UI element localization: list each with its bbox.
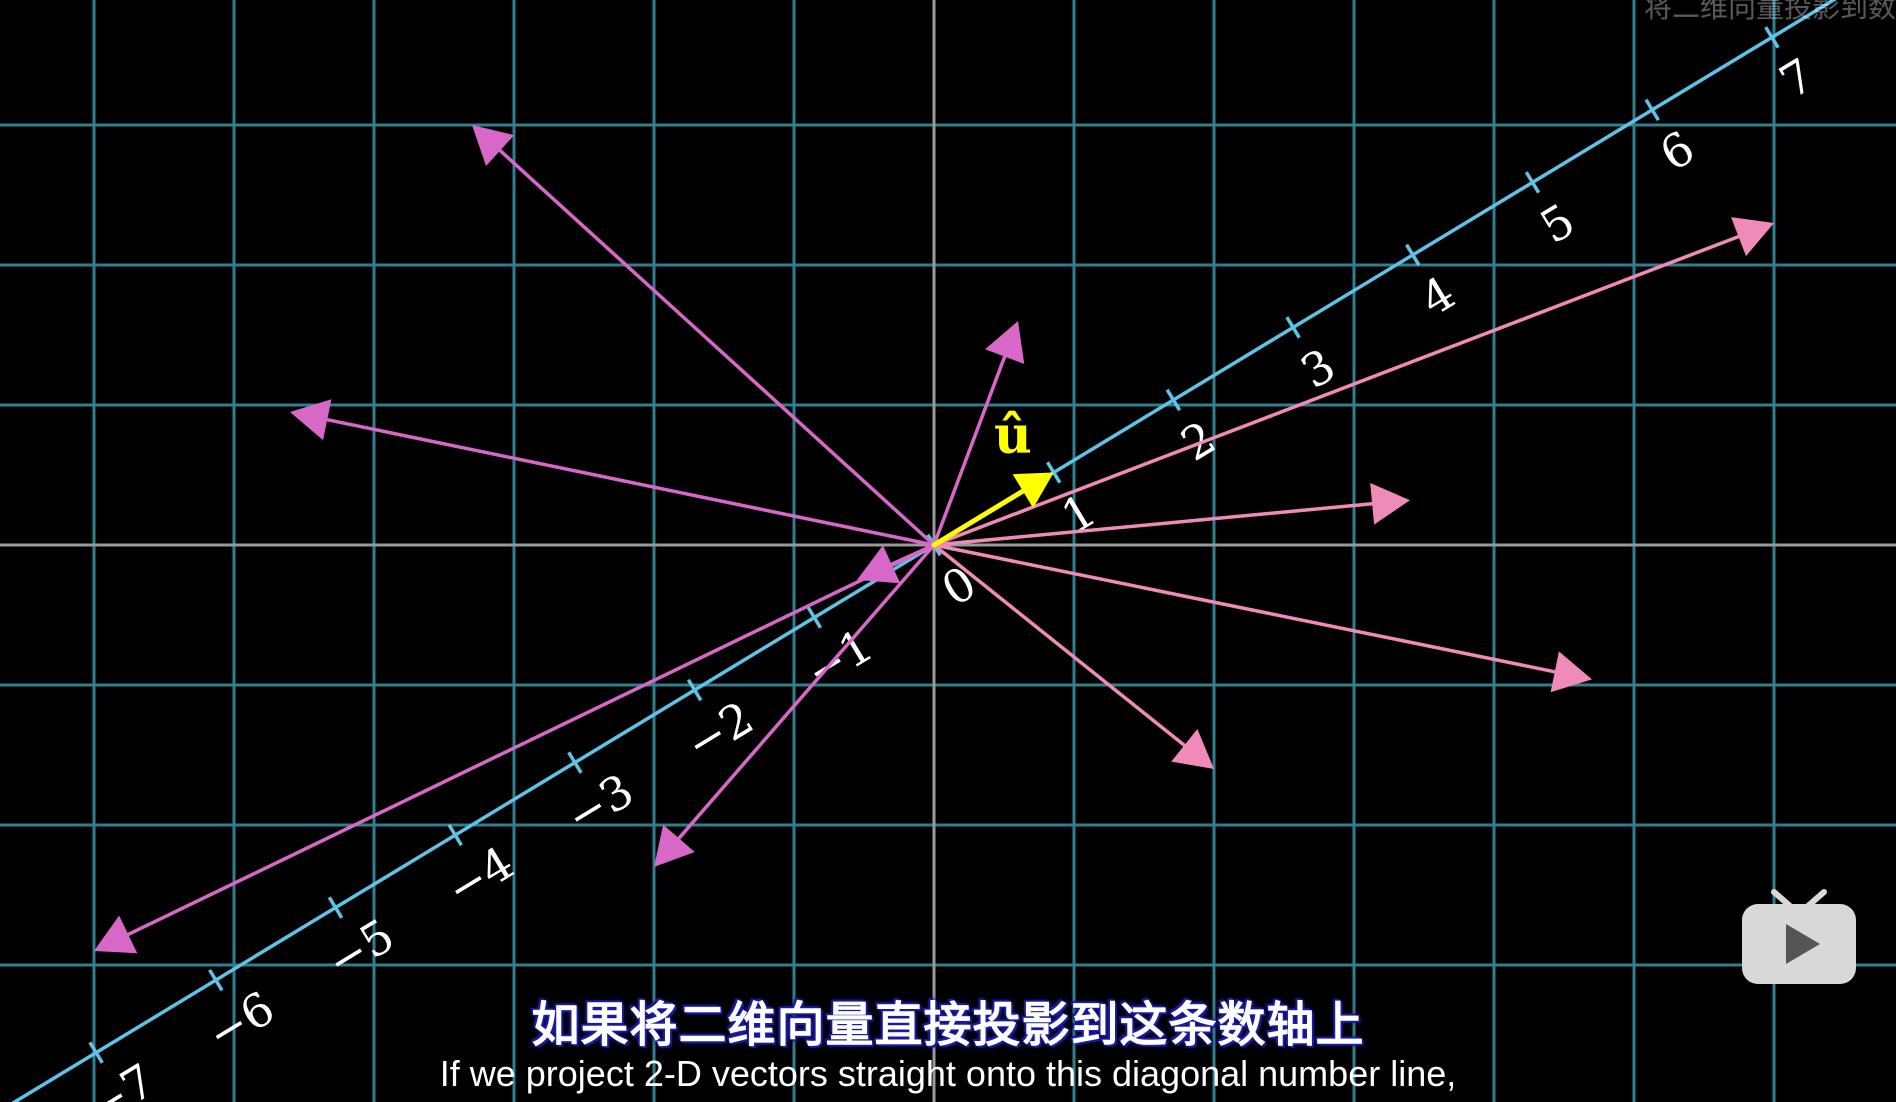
number-line-tick-label: 4 <box>1411 265 1464 326</box>
vector-v2 <box>290 399 936 547</box>
number-line-tick <box>1764 26 1780 49</box>
number-line-tick-label: 1 <box>1052 483 1105 544</box>
vector-v3 <box>932 321 1025 547</box>
number-line-tick-label: −3 <box>557 763 643 844</box>
vector-v9 <box>94 543 936 954</box>
vector-v1 <box>472 125 936 547</box>
number-line-tick <box>1524 171 1541 194</box>
tv-play-icon[interactable] <box>1740 888 1858 993</box>
watermark-text: 将二维向量投影到数 <box>1643 0 1896 24</box>
number-line-tick-label: 6 <box>1651 120 1704 181</box>
number-line-tick-label: 2 <box>1172 410 1225 471</box>
vector-v4 <box>932 217 1774 547</box>
number-line-tick <box>1285 316 1301 339</box>
unit-vector: û <box>931 405 1054 548</box>
number-line-tick-label: 5 <box>1531 193 1584 254</box>
number-line-tick <box>88 1041 104 1064</box>
number-line-tick <box>686 678 703 702</box>
number-line-tick <box>1165 388 1182 412</box>
vectors <box>94 125 1774 954</box>
vector-v5 <box>932 482 1410 547</box>
number-line-tick <box>806 606 823 629</box>
vector-v6 <box>932 543 1592 693</box>
number-line-tick <box>447 823 463 847</box>
unit-vector-label: û <box>994 405 1032 466</box>
subtitle-english: If we project 2-D vectors straight onto … <box>439 1053 1457 1094</box>
number-line-tick-label: 7 <box>1770 48 1823 109</box>
number-line-tick-label: −5 <box>317 908 403 989</box>
number-line-tick <box>327 896 344 919</box>
subtitle-chinese: 如果将二维向量直接投影到这条数轴上 <box>531 997 1365 1053</box>
vector-v8 <box>654 543 936 867</box>
vector-v7 <box>932 543 1214 769</box>
unit-vector-arrow <box>931 472 1054 548</box>
number-line-tick <box>208 968 224 992</box>
number-line-tick-label: −4 <box>437 835 523 916</box>
number-line-tick <box>1644 98 1660 122</box>
number-line-tick <box>1045 461 1062 484</box>
number-line-tick <box>1405 243 1421 267</box>
vector-v10 <box>857 543 936 584</box>
number-line-tick <box>567 751 583 774</box>
